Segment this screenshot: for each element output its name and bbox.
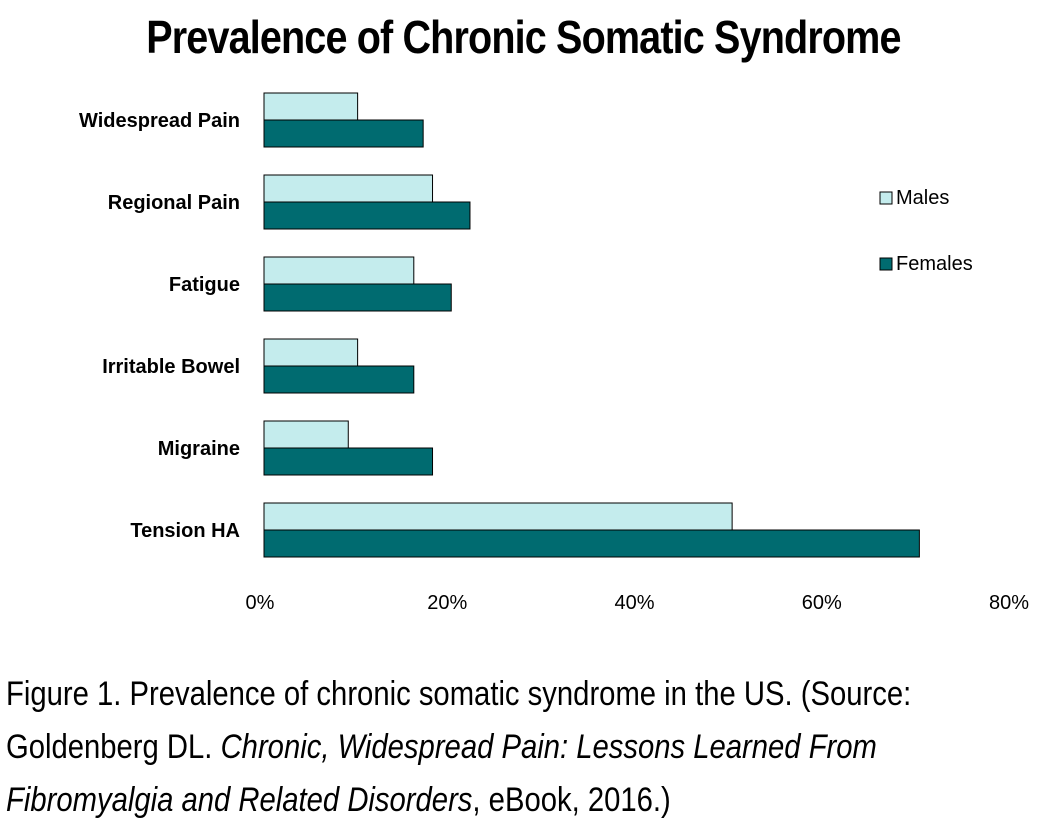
x-tick-labels: 0% 20% 40% 60% 80% xyxy=(246,592,1030,614)
bar-females-widespread-pain xyxy=(263,119,424,148)
bar-females-regional-pain xyxy=(263,201,471,230)
caption-citation-author: Goldenberg DL. xyxy=(6,728,221,766)
category-label: Fatigue xyxy=(169,274,240,296)
category-labels: Widespread Pain Regional Pain Fatigue Irrit… xyxy=(79,110,240,542)
x-tick-label: 80% xyxy=(989,592,1029,614)
caption-line-3: Fibromyalgia and Related Disorders, eBoo… xyxy=(6,774,935,827)
bar-females-fatigue xyxy=(263,283,452,312)
bar-chart: Widespread Pain Regional Pain Fatigue Irrit… xyxy=(79,92,1030,614)
caption-book-title-part-2: Fibromyalgia and Related Disorders xyxy=(6,781,473,819)
legend-label-females: Females xyxy=(896,253,973,275)
caption-line-1: Figure 1. Prevalence of chronic somatic … xyxy=(6,675,912,713)
bar-females-irritable-bowel xyxy=(263,365,415,394)
x-tick-label: 60% xyxy=(802,592,842,614)
legend-label-males: Males xyxy=(896,187,949,209)
caption-book-title-part-1: Chronic, Widespread Pain: Lessons Learne… xyxy=(220,728,877,766)
bar-males-irritable-bowel xyxy=(263,338,359,367)
category-label: Widespread Pain xyxy=(79,110,240,132)
category-label: Tension HA xyxy=(130,520,240,542)
legend: Males Females xyxy=(879,187,973,275)
bar-females-migraine xyxy=(263,447,434,476)
bar-males-regional-pain xyxy=(263,174,434,203)
bar-males-migraine xyxy=(263,420,349,449)
x-tick-label: 20% xyxy=(427,592,467,614)
bar-males-tension-ha xyxy=(263,502,733,531)
figure-caption: Figure 1. Prevalence of chronic somatic … xyxy=(6,668,935,827)
x-tick-label: 0% xyxy=(246,592,275,614)
bar-males-widespread-pain xyxy=(263,92,359,121)
chart-title: Prevalence of Chronic Somatic Syndrome xyxy=(146,11,901,63)
caption-citation-source: , eBook, 2016.) xyxy=(472,781,671,819)
x-tick-label: 40% xyxy=(614,592,654,614)
caption-line-2: Goldenberg DL. Chronic, Widespread Pain:… xyxy=(6,721,935,774)
category-label: Irritable Bowel xyxy=(102,356,240,378)
legend-swatch-males xyxy=(879,191,893,205)
category-label: Regional Pain xyxy=(108,192,240,214)
category-label: Migraine xyxy=(158,438,240,460)
bars-layer xyxy=(263,92,920,558)
bar-males-fatigue xyxy=(263,256,415,285)
legend-swatch-females xyxy=(879,257,893,271)
bar-females-tension-ha xyxy=(263,529,920,558)
